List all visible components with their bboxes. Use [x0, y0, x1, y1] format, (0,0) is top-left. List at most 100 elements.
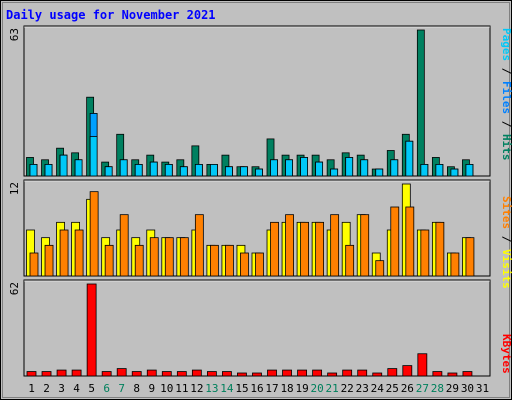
bar-pages	[330, 168, 339, 177]
bar-kbytes	[342, 369, 353, 377]
x-tick-label: 16	[250, 382, 263, 395]
bar-sites	[225, 244, 234, 277]
bar-kbytes	[86, 283, 97, 377]
x-tick-label: 29	[446, 382, 459, 395]
bar-kbytes	[297, 369, 307, 377]
panel-frame	[23, 279, 491, 377]
legend-sites: Sites	[500, 196, 512, 229]
bar-sites	[270, 221, 279, 277]
bar-sites	[330, 214, 340, 277]
bar-sites	[119, 214, 129, 277]
bar-sites	[134, 244, 144, 277]
bar-sites	[390, 206, 400, 277]
x-tick-label: 25	[386, 382, 399, 395]
bar-pages	[104, 166, 113, 177]
bar-pages	[390, 159, 399, 177]
bar-pages	[300, 157, 308, 177]
bar-pages	[360, 159, 369, 177]
bar-pages	[119, 159, 128, 177]
bar-sites	[420, 229, 430, 277]
bar-sites	[44, 244, 54, 277]
bar-hits	[416, 29, 425, 177]
bar-pages	[450, 168, 459, 177]
bar-kbytes	[146, 369, 157, 377]
bar-pages	[44, 164, 53, 177]
x-tick-label: 8	[133, 382, 140, 395]
x-tick-label: 24	[371, 382, 385, 395]
bar-pages	[315, 161, 324, 177]
bar-kbytes	[252, 372, 262, 377]
bar-kbytes	[191, 369, 202, 377]
bar-sites	[149, 237, 159, 277]
bar-sites	[255, 252, 264, 277]
bar-pages	[74, 159, 83, 177]
bar-sites	[345, 244, 355, 277]
y-max-label: 62	[8, 282, 21, 295]
legend-pages: Pages	[500, 28, 512, 61]
x-tick-label: 13	[205, 382, 218, 395]
bar-pages	[465, 164, 474, 177]
x-tick-label: 30	[461, 382, 474, 395]
bar-pages	[179, 166, 188, 177]
bar-sites	[450, 252, 460, 277]
bar-kbytes	[372, 372, 383, 377]
bar-kbytes	[462, 371, 473, 377]
bar-pages	[225, 166, 233, 177]
bar-kbytes	[26, 371, 37, 377]
legend-sep: /	[500, 114, 512, 134]
bar-pages	[89, 136, 98, 177]
bar-pages	[405, 140, 414, 177]
x-tick-label: 17	[265, 382, 278, 395]
bar-sites	[375, 260, 385, 277]
bar-pages	[345, 157, 354, 177]
panel-visits-sites: 12	[8, 179, 491, 277]
bar-sites	[285, 214, 294, 277]
bar-pages	[285, 159, 293, 177]
bar-pages	[270, 159, 278, 177]
bar-kbytes	[71, 369, 82, 377]
bar-kbytes	[327, 372, 338, 377]
bar-sites	[435, 221, 445, 277]
bar-kbytes	[417, 353, 428, 377]
bar-kbytes	[116, 368, 127, 377]
bar-pages	[29, 164, 38, 177]
legend-sep: /	[500, 61, 512, 81]
x-tick-label: 14	[220, 382, 234, 395]
bar-pages	[149, 161, 158, 177]
bar-sites	[104, 244, 114, 277]
chart-panels: 63 12 62	[8, 25, 491, 377]
legend-bottom: KBytes	[500, 334, 512, 374]
x-tick-label: 23	[356, 382, 369, 395]
bar-sites	[300, 221, 309, 277]
legend-kbytes: KBytes	[500, 334, 512, 374]
x-tick-label: 4	[73, 382, 80, 395]
bar-sites	[315, 221, 325, 277]
bar-pages	[240, 166, 248, 177]
x-tick-label: 2	[43, 382, 50, 395]
x-tick-label: 11	[175, 382, 188, 395]
x-tick-label: 1	[28, 382, 35, 395]
bar-sites	[59, 229, 69, 277]
x-axis-labels: 1 2 3 4 5 6 7 8 9 10 11 12 13 14 15 16 17 18 19 20 21 22 23 24 2…	[28, 382, 489, 395]
bar-pages	[420, 164, 429, 177]
bar-kbytes	[267, 369, 277, 377]
bar-sites	[29, 252, 39, 277]
x-tick-label: 31	[476, 382, 489, 395]
bar-pages	[164, 164, 173, 177]
bar-kbytes	[131, 371, 142, 377]
legend-middle: Sites / Visits	[500, 196, 512, 289]
bar-sites	[89, 191, 99, 277]
bar-pages	[435, 164, 444, 177]
bar-kbytes	[41, 371, 52, 377]
bar-sites	[360, 214, 370, 277]
bar-kbytes	[357, 369, 368, 377]
chart-title: Daily usage for November 2021	[6, 8, 216, 22]
chart-inner-border	[2, 2, 510, 398]
bar-kbytes	[402, 365, 413, 377]
y-max-label: 12	[8, 182, 21, 195]
x-tick-label: 18	[280, 382, 293, 395]
legend-top: Pages / Files / Hits	[500, 28, 512, 161]
bar-kbytes	[101, 371, 112, 377]
bar-sites	[240, 252, 249, 277]
